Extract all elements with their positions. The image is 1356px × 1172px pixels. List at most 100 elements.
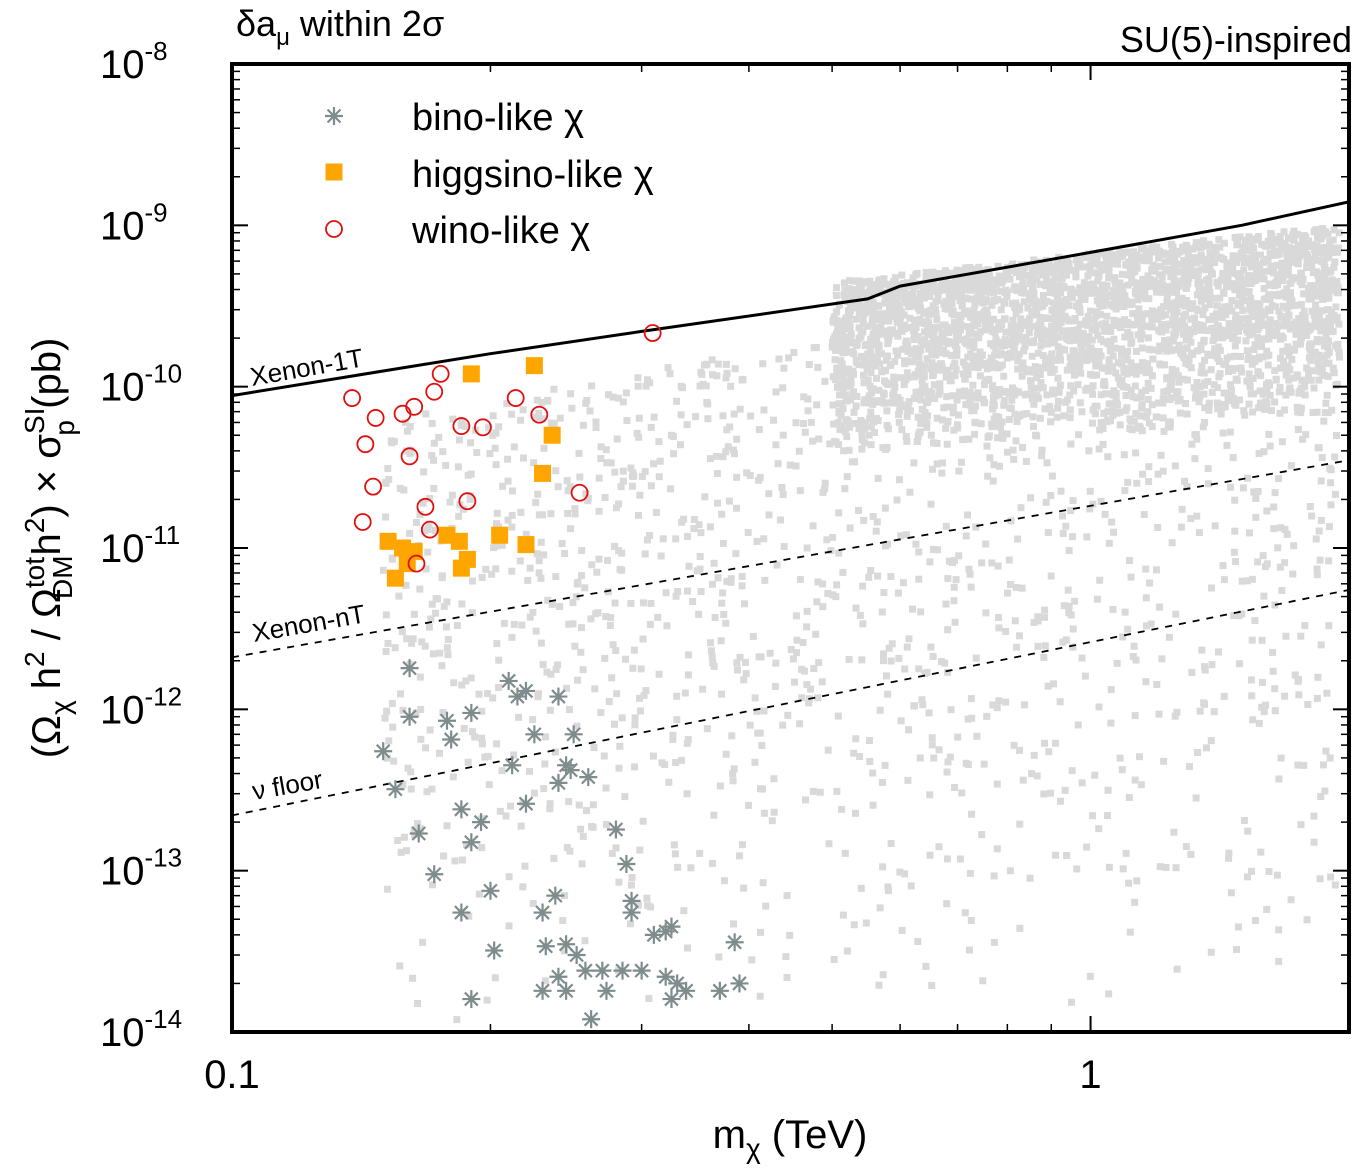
background-point	[720, 877, 728, 885]
limit-curve-2	[232, 589, 1349, 817]
background-point	[922, 318, 930, 326]
background-point	[1211, 258, 1219, 266]
background-point	[954, 733, 962, 741]
background-point	[962, 400, 970, 408]
background-point	[1113, 400, 1121, 408]
background-point	[389, 555, 397, 563]
background-point	[759, 785, 767, 793]
background-point	[1019, 776, 1027, 784]
background-point	[839, 330, 847, 338]
background-point	[837, 365, 845, 373]
background-point	[1142, 386, 1150, 394]
background-point	[1118, 345, 1126, 353]
bino-point	[597, 981, 616, 1000]
background-point	[1295, 274, 1303, 282]
background-point	[831, 333, 839, 341]
background-point	[1012, 437, 1020, 445]
background-point	[837, 400, 845, 408]
background-point	[1280, 406, 1288, 414]
background-point	[983, 712, 991, 720]
background-point	[876, 360, 884, 368]
background-point	[540, 785, 548, 793]
background-point	[867, 369, 875, 377]
background-point	[926, 271, 934, 279]
background-point	[1301, 391, 1309, 399]
background-point	[1233, 376, 1241, 384]
background-point	[1156, 863, 1164, 871]
background-point	[1132, 347, 1140, 355]
background-point	[792, 649, 800, 657]
background-point	[606, 622, 614, 630]
background-point	[881, 761, 889, 769]
background-point	[703, 725, 711, 733]
background-point	[1207, 325, 1215, 333]
background-point	[1118, 282, 1126, 290]
background-point	[1076, 399, 1084, 407]
background-point	[968, 340, 976, 348]
background-point	[842, 341, 850, 349]
background-point	[902, 531, 910, 539]
background-point	[989, 279, 997, 287]
background-point	[1310, 282, 1318, 290]
background-point	[1231, 496, 1239, 504]
background-point	[634, 511, 642, 519]
background-point	[902, 432, 910, 440]
background-point	[775, 355, 783, 363]
background-point	[1280, 357, 1288, 365]
background-point	[1281, 316, 1289, 324]
background-point	[1283, 530, 1291, 538]
higgsino-point	[379, 532, 397, 550]
background-point	[1028, 352, 1036, 360]
background-point	[604, 588, 612, 596]
background-point	[1240, 266, 1248, 274]
background-point	[921, 328, 929, 336]
background-point	[1162, 326, 1170, 334]
background-point	[619, 467, 627, 475]
background-point	[842, 378, 850, 386]
background-point	[478, 734, 486, 742]
background-point	[1225, 303, 1233, 311]
background-point	[403, 847, 411, 855]
background-point	[652, 508, 660, 516]
background-point	[1326, 325, 1334, 333]
background-point	[929, 302, 937, 310]
background-point	[1046, 334, 1054, 342]
background-point	[1245, 529, 1253, 537]
background-point	[835, 509, 843, 517]
background-point	[1229, 252, 1237, 260]
background-point	[1051, 320, 1059, 328]
background-point	[1244, 827, 1252, 835]
background-point	[1284, 263, 1292, 271]
background-point	[563, 844, 571, 852]
background-point	[967, 295, 975, 303]
background-point	[1238, 610, 1246, 618]
background-point	[958, 789, 966, 797]
background-point	[1107, 301, 1115, 309]
background-point	[870, 357, 878, 365]
background-point	[1168, 365, 1176, 373]
background-point	[772, 441, 780, 449]
background-point	[994, 362, 1002, 370]
background-point	[454, 463, 462, 471]
background-point	[1074, 381, 1082, 389]
background-point	[1254, 236, 1262, 244]
background-point	[1302, 242, 1310, 250]
background-point	[1119, 633, 1127, 641]
background-point	[929, 336, 937, 344]
background-point	[1297, 404, 1305, 412]
background-point	[464, 758, 472, 766]
background-point	[736, 405, 744, 413]
background-point	[836, 380, 844, 388]
background-point	[578, 572, 586, 580]
background-point	[1247, 259, 1255, 267]
background-point	[1272, 320, 1280, 328]
background-point	[1051, 356, 1059, 364]
background-point	[993, 325, 1001, 333]
background-point	[909, 274, 917, 282]
background-point	[1193, 291, 1201, 299]
background-point	[1156, 360, 1164, 368]
background-point	[986, 318, 994, 326]
background-point	[1289, 254, 1297, 262]
background-point	[1305, 295, 1313, 303]
background-point	[1267, 264, 1275, 272]
